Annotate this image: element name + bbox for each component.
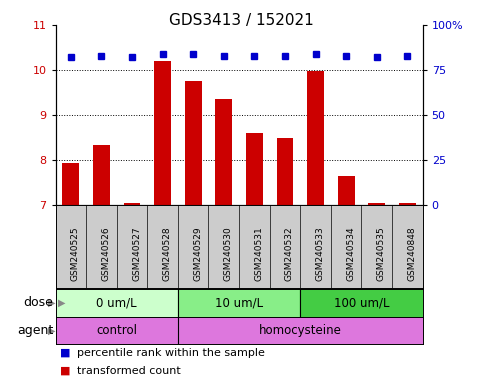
Text: ■: ■ (60, 348, 71, 358)
Text: ■: ■ (60, 366, 71, 376)
Text: GDS3413 / 152021: GDS3413 / 152021 (169, 13, 314, 28)
Text: GSM240528: GSM240528 (163, 227, 171, 281)
Bar (178, 289, 300, 317)
Text: percentile rank within the sample: percentile rank within the sample (77, 348, 265, 358)
Bar (62, 162, 79, 205)
Text: ▶: ▶ (48, 298, 56, 308)
Text: GSM240848: GSM240848 (407, 227, 416, 281)
Bar (154, 61, 171, 205)
Bar (178, 317, 438, 344)
Bar (369, 203, 385, 205)
Text: ▶: ▶ (48, 326, 56, 336)
Text: agent: agent (17, 324, 53, 337)
Bar (56, 317, 178, 344)
Text: 100 um/L: 100 um/L (334, 296, 389, 310)
Text: GSM240527: GSM240527 (132, 227, 141, 281)
Bar (277, 138, 293, 205)
Bar (300, 289, 423, 317)
Bar (56, 289, 178, 317)
Text: GSM240535: GSM240535 (377, 227, 386, 281)
Text: GSM240530: GSM240530 (224, 227, 233, 281)
Text: GSM240534: GSM240534 (346, 227, 355, 281)
Text: GSM240531: GSM240531 (255, 227, 263, 281)
Text: GSM240526: GSM240526 (101, 227, 111, 281)
Text: GSM240532: GSM240532 (285, 227, 294, 281)
Text: dose: dose (23, 296, 53, 310)
Text: GSM240525: GSM240525 (71, 227, 80, 281)
Text: GSM240533: GSM240533 (315, 227, 325, 281)
Text: control: control (96, 324, 137, 337)
Text: transformed count: transformed count (77, 366, 181, 376)
Text: homocysteine: homocysteine (259, 324, 341, 337)
Text: GSM240529: GSM240529 (193, 227, 202, 281)
Text: 0 um/L: 0 um/L (97, 296, 137, 310)
Bar (185, 81, 201, 205)
Bar (307, 71, 324, 205)
Bar (93, 144, 110, 205)
Bar (246, 133, 263, 205)
Bar (215, 99, 232, 205)
Text: 10 um/L: 10 um/L (215, 296, 263, 310)
Text: ▶: ▶ (58, 298, 66, 308)
Bar (399, 203, 416, 205)
Bar (338, 176, 355, 205)
Bar (124, 203, 141, 205)
